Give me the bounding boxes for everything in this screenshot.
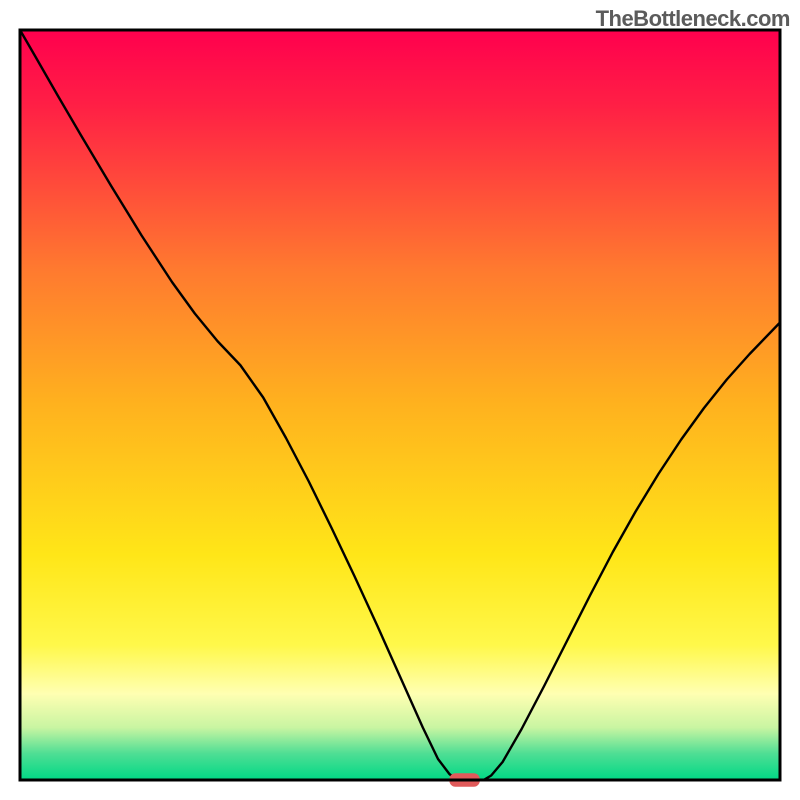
bottleneck-chart: TheBottleneck.com [0, 0, 800, 800]
gradient-background [20, 30, 780, 780]
chart-svg [0, 0, 800, 800]
